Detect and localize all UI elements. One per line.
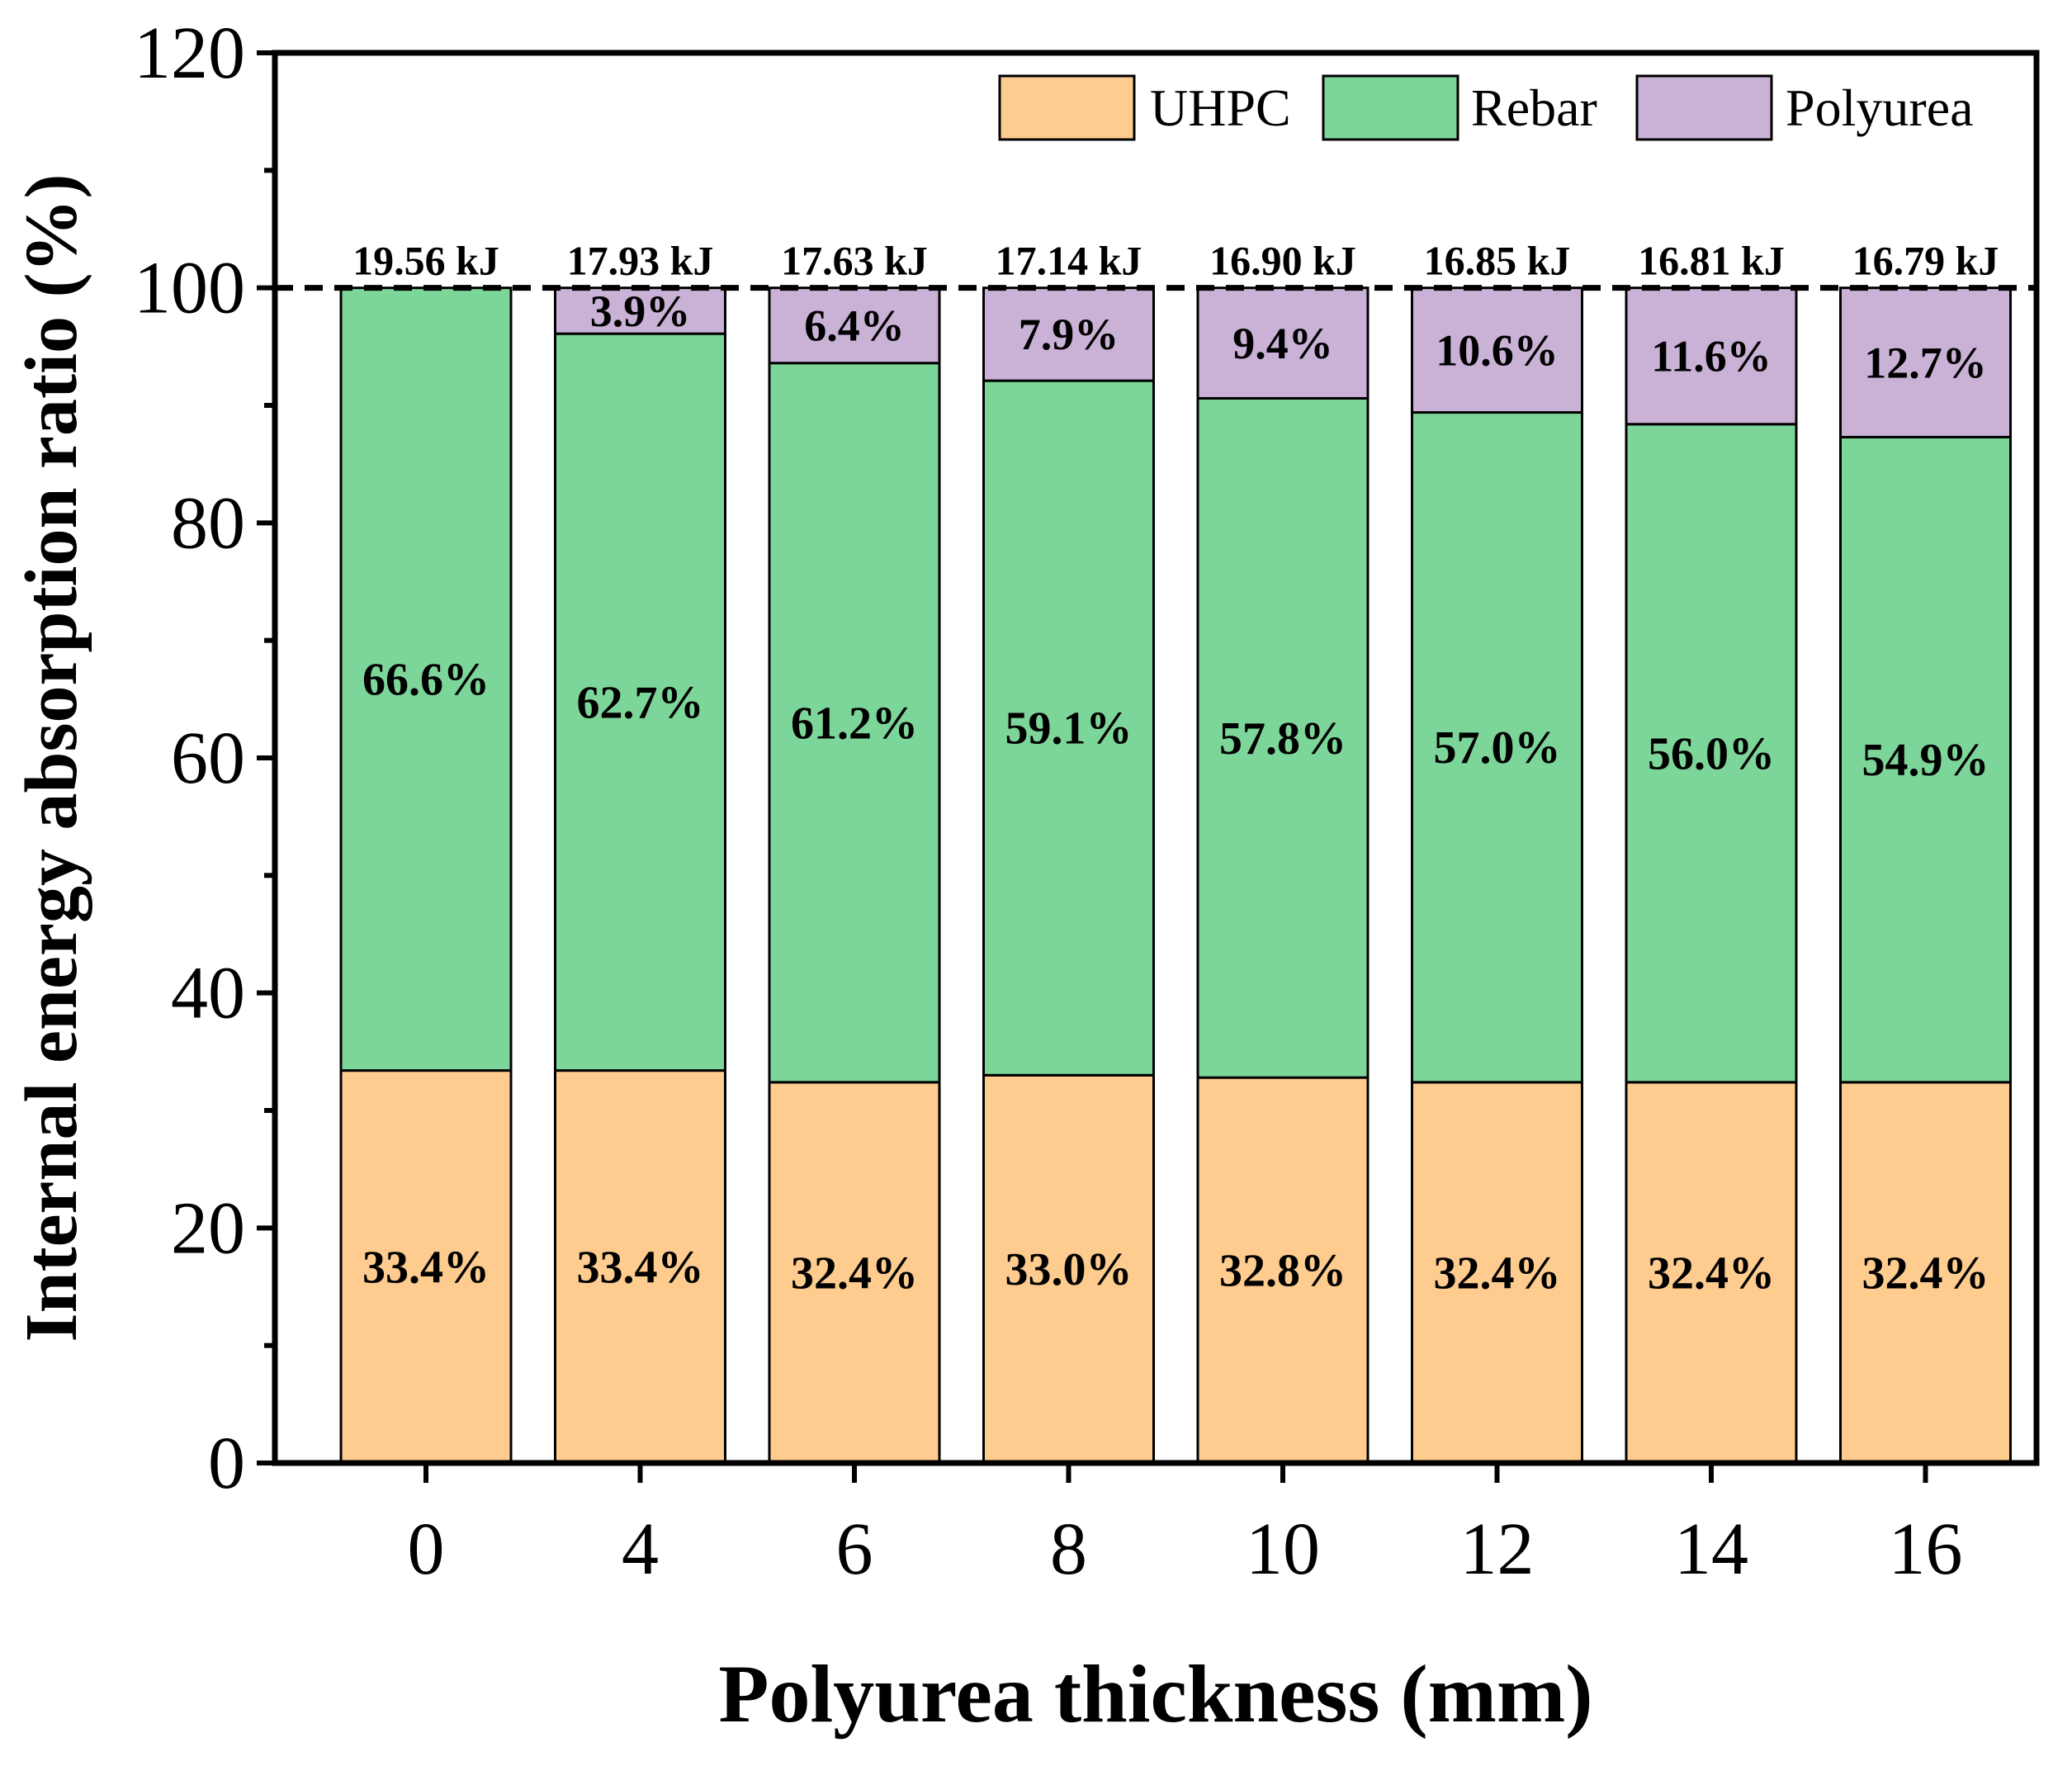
total-energy-label-8mm: 17.14 kJ <box>996 238 1142 284</box>
data-label-polyurea-12mm: 10.6% <box>1436 325 1559 375</box>
x-tick-label: 16 <box>1889 1508 1963 1590</box>
bar-polyurea-6mm <box>768 286 941 365</box>
bar-polyurea-10mm <box>1196 286 1370 400</box>
legend: UHPC Rebar Polyurea <box>998 74 1974 141</box>
x-tick-label: 14 <box>1674 1508 1748 1590</box>
legend-swatch-polyurea <box>1635 74 1773 141</box>
data-label-rebar-12mm: 57.0% <box>1434 722 1561 774</box>
bar-rebar-6mm <box>768 362 941 1084</box>
total-energy-label-0mm: 19.56 kJ <box>352 238 499 284</box>
data-label-polyurea-10mm: 9.4% <box>1232 319 1333 368</box>
x-tick-label: 12 <box>1460 1508 1535 1590</box>
y-tick-label: 120 <box>134 12 245 94</box>
y-axis-title: Internal energy absorption ratio (%) <box>11 174 92 1342</box>
x-tick-label: 0 <box>408 1508 445 1590</box>
bar-rebar-0mm <box>339 286 513 1072</box>
data-label-polyurea-8mm: 7.9% <box>1019 310 1119 359</box>
total-energy-label-12mm: 16.85 kJ <box>1424 238 1571 284</box>
bar-polyurea-4mm <box>554 286 726 335</box>
data-label-rebar-0mm: 66.6% <box>362 655 490 706</box>
legend-label-rebar: Rebar <box>1471 78 1597 137</box>
bar-rebar-12mm <box>1411 411 1583 1084</box>
data-label-polyurea-16mm: 12.7% <box>1864 338 1987 387</box>
x-tick-label: 10 <box>1246 1508 1320 1590</box>
data-label-polyurea-6mm: 6.4% <box>804 301 905 351</box>
total-energy-label-10mm: 16.90 kJ <box>1209 238 1356 284</box>
data-label-rebar-16mm: 54.9% <box>1862 735 1989 786</box>
data-label-rebar-8mm: 59.1% <box>1005 703 1133 755</box>
legend-swatch-uhpc <box>998 74 1136 141</box>
bar-polyurea-16mm <box>1839 286 2012 438</box>
bar-polyurea-14mm <box>1625 286 1798 426</box>
x-axis-title: Polyurea thickness (mm) <box>718 1648 1592 1740</box>
axis-layer: 0 20 40 60 80 100 120 0 4 6 8 10 12 14 16 <box>134 12 1963 1590</box>
bar-uhpc-0mm <box>339 1069 513 1465</box>
bar-rebar-4mm <box>554 332 726 1072</box>
y-tick-label: 60 <box>171 717 245 799</box>
x-tick-label: 6 <box>836 1508 873 1590</box>
total-energy-label-14mm: 16.81 kJ <box>1638 238 1785 284</box>
bar-rebar-14mm <box>1625 423 1798 1084</box>
bar-uhpc-10mm <box>1196 1076 1370 1465</box>
bar-uhpc-16mm <box>1839 1081 2012 1465</box>
bar-uhpc-14mm <box>1625 1081 1798 1465</box>
bar-rebar-8mm <box>982 379 1155 1077</box>
y-tick-label: 20 <box>171 1187 245 1269</box>
data-label-uhpc-10mm: 32.8% <box>1219 1246 1346 1297</box>
data-label-polyurea-14mm: 11.6% <box>1651 332 1772 381</box>
y-tick-label: 80 <box>171 482 245 564</box>
y-tick-label: 0 <box>208 1423 245 1504</box>
x-tick-label: 8 <box>1050 1508 1087 1590</box>
bar-polyurea-8mm <box>982 286 1155 382</box>
bar-uhpc-6mm <box>768 1081 941 1465</box>
legend-label-polyurea: Polyurea <box>1786 78 1974 137</box>
data-label-rebar-4mm: 62.7% <box>577 677 704 728</box>
total-energy-label-6mm: 17.63 kJ <box>781 238 928 284</box>
bar-polyurea-12mm <box>1411 286 1583 414</box>
y-tick-label: 40 <box>171 953 245 1035</box>
data-label-uhpc-4mm: 33.4% <box>577 1242 704 1293</box>
y-tick-label: 100 <box>134 248 245 329</box>
legend-swatch-rebar <box>1322 74 1459 141</box>
legend-label-uhpc: UHPC <box>1150 78 1291 137</box>
data-label-uhpc-16mm: 32.4% <box>1862 1248 1989 1299</box>
data-label-uhpc-14mm: 32.4% <box>1648 1248 1775 1299</box>
data-label-uhpc-8mm: 33.0% <box>1005 1244 1133 1295</box>
x-tick-label: 4 <box>622 1508 659 1590</box>
data-label-uhpc-0mm: 33.4% <box>362 1242 490 1293</box>
data-label-uhpc-6mm: 32.4% <box>791 1248 918 1299</box>
data-label-rebar-10mm: 57.8% <box>1219 713 1346 765</box>
labels-layer: 33.4% 66.6% 19.56 kJ 33.4% 62.7% 3.9%17.93 kJ… <box>352 238 1999 1300</box>
data-label-polyurea-4mm: 3.9% <box>590 286 691 336</box>
bar-rebar-10mm <box>1196 396 1370 1079</box>
bar-uhpc-12mm <box>1411 1081 1583 1465</box>
bars-layer <box>339 286 2012 1465</box>
total-energy-label-4mm: 17.93 kJ <box>567 238 714 284</box>
total-energy-label-16mm: 16.79 kJ <box>1852 238 1999 284</box>
data-label-rebar-14mm: 56.0% <box>1648 728 1775 779</box>
data-label-uhpc-12mm: 32.4% <box>1434 1248 1561 1299</box>
data-label-rebar-6mm: 61.2% <box>791 698 918 749</box>
